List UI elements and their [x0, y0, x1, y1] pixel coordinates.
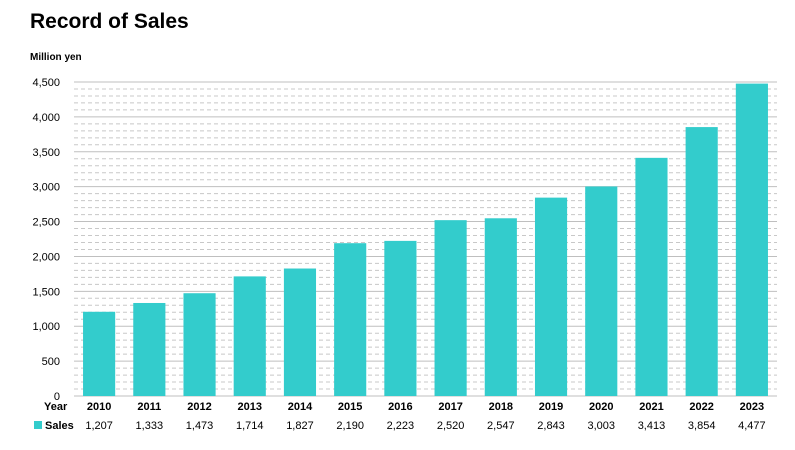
bar-2012	[183, 293, 216, 396]
x-tick-label: 2012	[187, 401, 211, 413]
x-tick-label: 2021	[639, 401, 663, 413]
bar-2020	[585, 186, 618, 396]
y-tick-label: 0	[54, 391, 60, 403]
data-value-label: 2,547	[487, 420, 515, 432]
data-value-label: 2,190	[336, 420, 364, 432]
legend-swatch	[34, 421, 42, 429]
x-tick-label: 2010	[87, 401, 111, 413]
y-axis-ticks: 0 500 1,000 1,500 2,000 2,500 3,000 3,500 4,000 4…	[32, 77, 60, 403]
x-tick-label: 2015	[338, 401, 362, 413]
x-tick-label: 2020	[589, 401, 613, 413]
bar-2022	[685, 127, 718, 396]
bar-2019	[534, 197, 568, 396]
gridlines	[74, 81, 777, 397]
bar-2023	[735, 83, 768, 396]
bar-2021	[635, 157, 668, 396]
y-tick-label: 2,000	[32, 251, 60, 263]
x-tick-label: 2023	[740, 401, 764, 413]
x-tick-label: 2019	[539, 401, 563, 413]
y-tick-label: 1,000	[32, 321, 60, 333]
y-tick-label: 3,000	[32, 182, 60, 194]
y-tick-label: 3,500	[32, 147, 60, 159]
bar-2018	[484, 218, 517, 396]
data-value-label: 2,223	[387, 420, 415, 432]
x-axis-label: Year	[44, 401, 68, 413]
y-tick-label: 500	[42, 356, 60, 368]
x-tick-label: 2016	[388, 401, 412, 413]
data-value-label: 1,207	[85, 420, 113, 432]
data-value-label: 4,477	[738, 420, 766, 432]
data-value-label: 3,003	[587, 420, 615, 432]
bar-2013	[233, 276, 266, 396]
bar-2014	[283, 268, 317, 396]
data-value-label: 2,520	[437, 420, 465, 432]
data-value-label: 1,333	[136, 420, 164, 432]
chart-title: Record of Sales	[30, 10, 189, 33]
y-tick-label: 4,000	[32, 112, 60, 124]
data-value-label: 1,473	[186, 420, 214, 432]
data-value-label: 1,827	[286, 420, 314, 432]
bar-2015	[334, 243, 367, 396]
data-value-label: 2,843	[537, 420, 565, 432]
x-tick-label: 2018	[489, 401, 513, 413]
data-value-label: 3,413	[638, 420, 666, 432]
data-table: Year Sales 2010 1,207 2011 1,333 2012 1,473 2013…	[34, 401, 766, 432]
bar-2011	[133, 302, 166, 396]
x-tick-label: 2013	[238, 401, 262, 413]
y-tick-label: 2,500	[32, 217, 60, 229]
bar-2017	[434, 220, 467, 396]
y-tick-label: 1,500	[32, 286, 60, 298]
data-value-label: 3,854	[688, 420, 716, 432]
x-tick-label: 2017	[438, 401, 462, 413]
x-tick-label: 2014	[288, 401, 313, 413]
data-value-label: 1,714	[236, 420, 264, 432]
bar-2010	[83, 311, 116, 396]
x-tick-label: 2011	[137, 401, 161, 413]
x-tick-label: 2022	[689, 401, 713, 413]
legend-label: Sales	[45, 420, 74, 432]
bars	[83, 83, 768, 396]
bar-2016	[384, 240, 417, 396]
y-axis-unit-label: Million yen	[30, 52, 82, 63]
y-tick-label: 4,500	[32, 77, 60, 89]
